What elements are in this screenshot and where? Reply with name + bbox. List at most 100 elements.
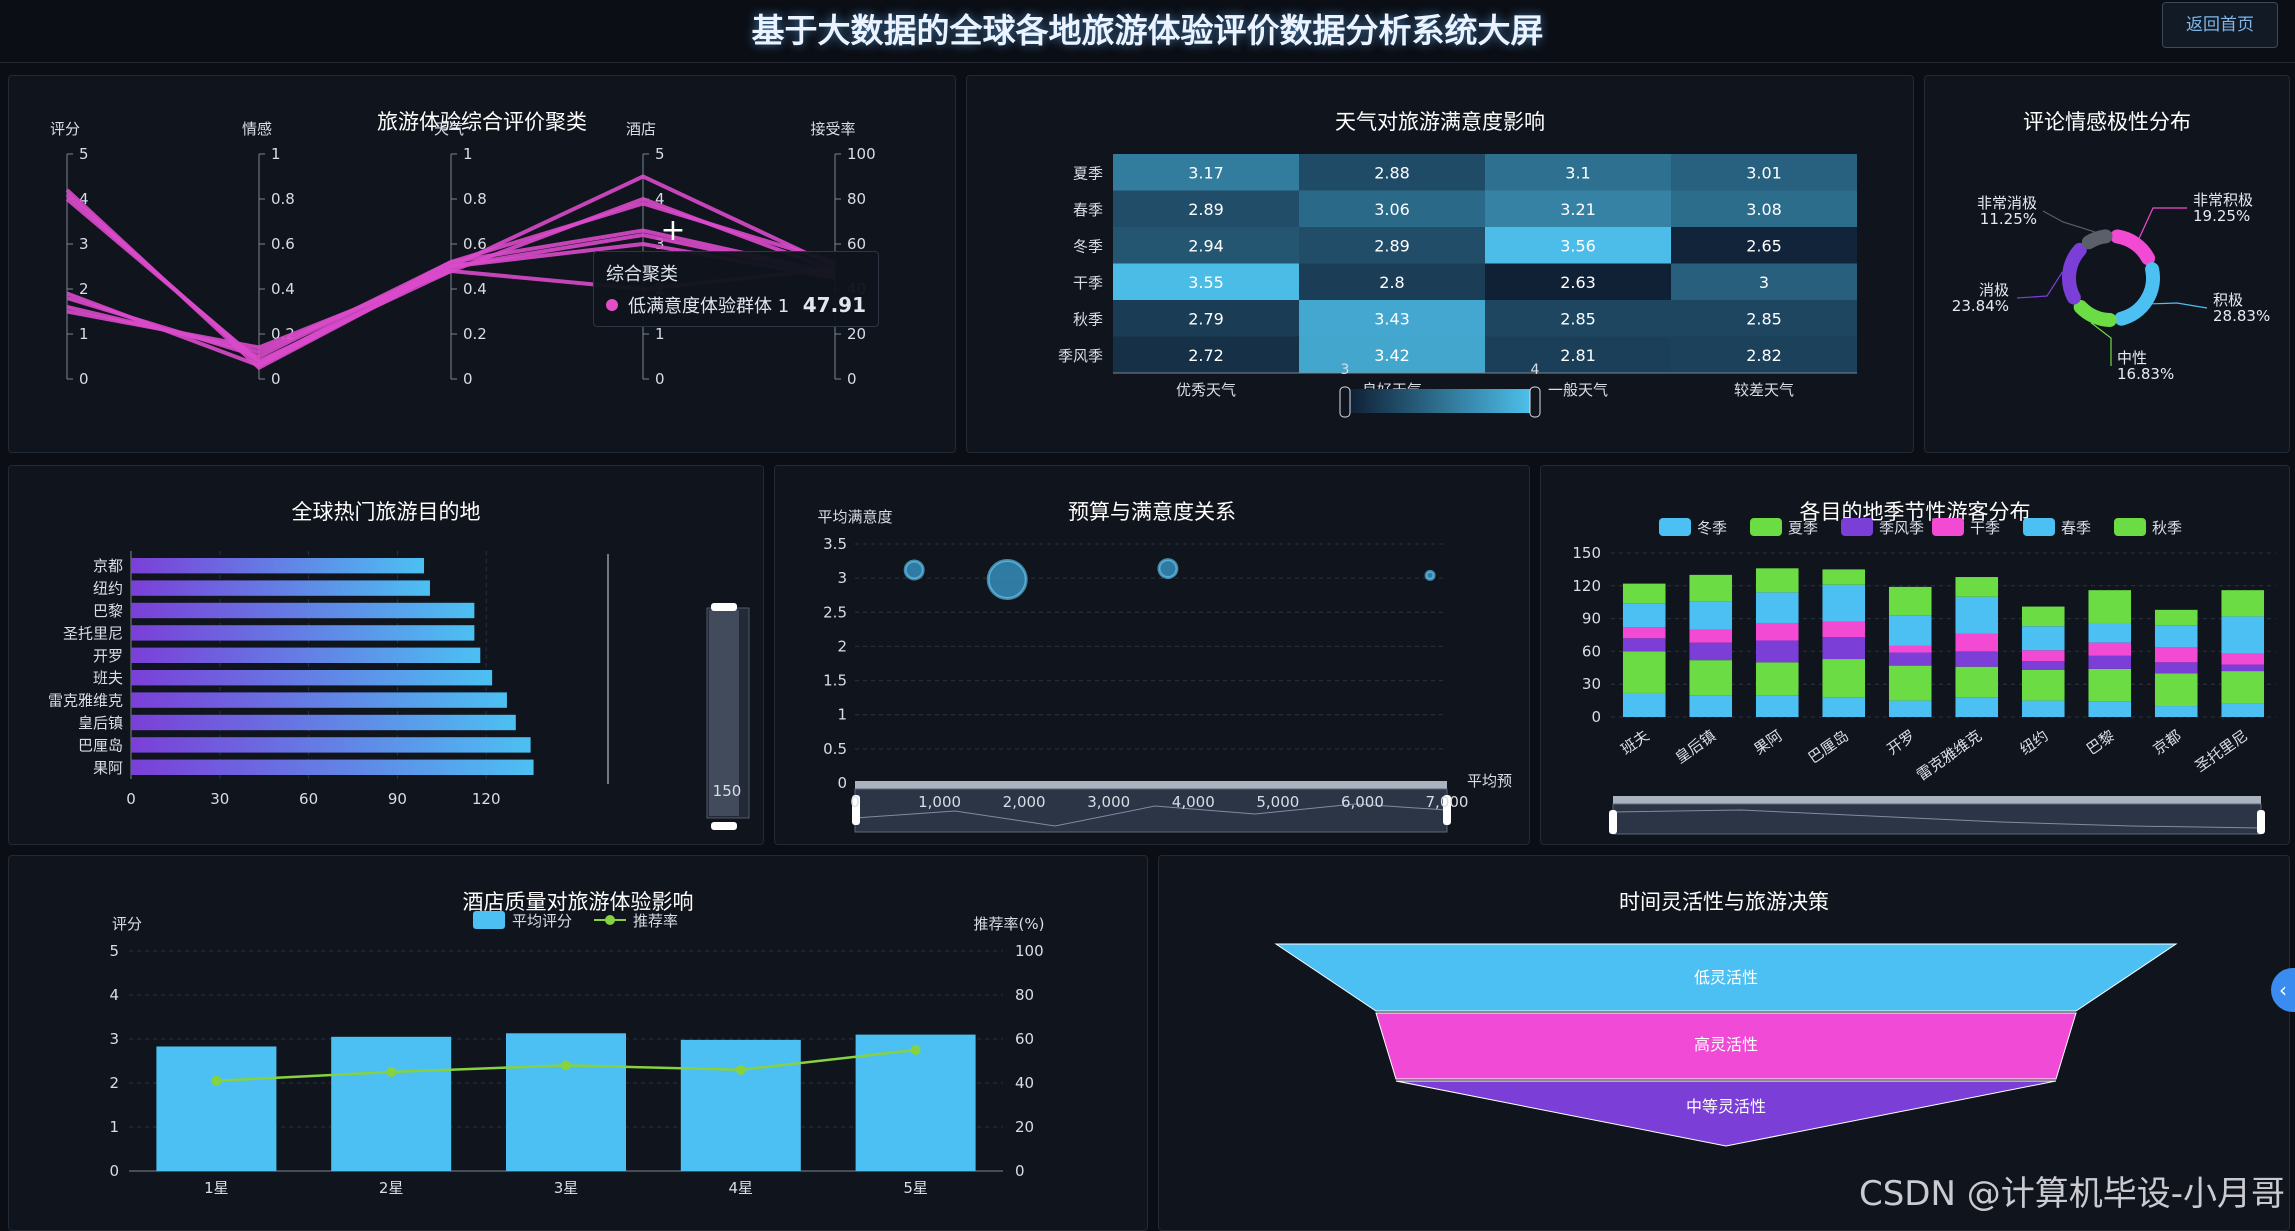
stacked-bar-segment — [1822, 697, 1866, 717]
hotbar-bar — [131, 670, 493, 686]
hotel-y2-tick: 80 — [1015, 986, 1034, 1004]
stacked-x-label: 巴黎 — [2083, 727, 2118, 759]
stacked-bar-segment — [1689, 629, 1733, 643]
stacked-legend-swatch — [1841, 518, 1873, 536]
hotel-line-point — [386, 1067, 397, 1077]
stacked-bar-segment — [2221, 653, 2265, 665]
stacked-y-tick: 120 — [1572, 577, 1601, 595]
hotel-y-tick: 3 — [109, 1030, 119, 1048]
parallel-tick-label: 4 — [655, 190, 665, 208]
funnel-stage-label: 中等灵活性 — [1686, 1097, 1766, 1116]
funnel-stage — [1375, 1012, 2077, 1080]
scatter-x-tick: 4,000 — [1172, 793, 1215, 811]
donut-slice — [2110, 229, 2156, 266]
donut-slice — [2073, 300, 2117, 327]
hotbar-category-label: 皇后镇 — [78, 714, 123, 732]
hotel-y2-tick: 20 — [1015, 1118, 1034, 1136]
stacked-x-label: 果阿 — [1751, 727, 1786, 759]
scatter-datazoom-bar — [855, 781, 1447, 789]
header-bar: 基于大数据的全球各地旅游体验评价数据分析系统大屏 返回首页 — [0, 0, 2295, 63]
donut-slice-name: 积极 — [2213, 291, 2243, 309]
hotbar-bar — [131, 602, 475, 619]
parallel-tick-label: 0 — [79, 370, 89, 388]
hotbar-bar — [131, 759, 534, 775]
heatmap-x-label: 优秀天气 — [1176, 381, 1236, 399]
hotel-quality-panel: 酒店质量对旅游体验影响 平均评分 推荐率 评分 推荐率(%) 0 0 1 20 2 40 3 60 4 8… — [8, 855, 1148, 1231]
visual-map-bar — [1345, 389, 1535, 413]
scatter-point — [1157, 558, 1179, 580]
hotbar-category-label: 巴厘岛 — [78, 736, 123, 754]
stacked-y-tick: 30 — [1582, 675, 1601, 693]
heatmap-y-label: 干季 — [1073, 274, 1103, 292]
stacked-bar-segment — [2088, 655, 2132, 669]
scatter-y-tick: 2 — [837, 637, 847, 655]
heatmap-cell-value: 2.85 — [1560, 309, 1596, 328]
visual-map-min-label: 3 — [1341, 362, 1350, 378]
heatmap-y-label: 秋季 — [1073, 310, 1103, 328]
stacked-bar-segment — [2154, 625, 2198, 648]
hotbar-category-label: 开罗 — [93, 647, 123, 665]
scatter-x-tick: 6,000 — [1341, 793, 1384, 811]
heatmap-cell-value: 3.06 — [1374, 200, 1410, 219]
stacked-bar-segment — [1622, 603, 1666, 628]
donut-slice-percent: 16.83% — [2117, 365, 2174, 383]
heatmap-chart: 夏季 3.17 2.88 3.1 3.01 春季 2.89 3.06 3.21 3.08 冬季 2.9… — [1058, 154, 1857, 418]
hotel-x-label: 1星 — [204, 1179, 229, 1197]
parallel-tick-label: 0.4 — [271, 280, 295, 298]
stacked-bar-segment — [1755, 662, 1799, 696]
scatter-x-tick: 3,000 — [1087, 793, 1130, 811]
donut-slice — [2081, 229, 2113, 250]
scatter-datazoom-handle-left — [852, 795, 860, 825]
stacked-bar-segment — [1822, 621, 1866, 638]
heatmap-cell — [1485, 227, 1671, 264]
hotbar-x-tick: 0 — [126, 790, 136, 808]
hotbar-datazoom-handle-top — [711, 603, 737, 611]
back-home-button[interactable]: 返回首页 — [2162, 2, 2278, 48]
heatmap-cell — [1113, 263, 1299, 300]
stacked-y-tick: 150 — [1572, 544, 1601, 562]
hot-destinations-panel: 全球热门旅游目的地 0 30 60 90 120 京都 纽约 巴黎 圣托里尼 开罗 班夫 雷克雅维克皇… — [8, 465, 764, 845]
stacked-legend-label: 干季 — [1970, 519, 2000, 537]
stacked-bar-segment — [1755, 592, 1799, 623]
stacked-legend-swatch — [1750, 518, 1782, 536]
stacked-datazoom-handle-left — [1609, 810, 1617, 834]
stacked-bar-segment — [1955, 596, 1999, 634]
stacked-legend-label: 冬季 — [1697, 519, 1727, 537]
hotel-y2-tick: 100 — [1015, 942, 1044, 960]
stacked-bar-segment — [2154, 673, 2198, 707]
heatmap-cell-value: 3.01 — [1746, 163, 1782, 182]
funnel-chart-title: 时间灵活性与旅游决策 — [1619, 890, 1829, 914]
stacked-bar-segment — [2154, 662, 2198, 674]
stacked-bar-segment — [1689, 601, 1733, 630]
scatter-y-tick: 3 — [837, 569, 847, 587]
hotbar-slider-label: 150 — [713, 782, 742, 800]
stacked-bar-segment — [1822, 637, 1866, 660]
hotel-chart: 平均评分 推荐率 评分 推荐率(%) 0 0 1 20 2 40 3 60 4 80 5 100 1星 2星 3星 4… — [109, 911, 1044, 1197]
donut-label-line — [2090, 322, 2112, 366]
hotbar-datazoom-handle-bottom — [711, 822, 737, 830]
heatmap-cell-value: 3.17 — [1188, 163, 1224, 182]
parallel-tick-label: 20 — [847, 325, 866, 343]
hotel-line-point — [211, 1075, 222, 1086]
stacked-x-label: 雷克雅维克 — [1913, 727, 1985, 785]
scatter-x-axis-name: 平均预 — [1467, 772, 1512, 790]
hotel-x-label: 5星 — [903, 1179, 928, 1197]
hotel-bar — [156, 1046, 277, 1171]
parallel-tick-label: 0 — [655, 370, 665, 388]
stacked-x-label: 京都 — [2150, 727, 2185, 759]
tooltip-value: 47.91 — [802, 293, 866, 317]
hotel-line-point — [735, 1064, 746, 1075]
heatmap-cell-value: 2.65 — [1746, 236, 1782, 255]
heatmap-cell — [1485, 263, 1671, 300]
hotbar-category-label: 纽约 — [93, 580, 123, 598]
heatmap-cell — [1299, 190, 1485, 227]
scatter-y-tick: 2.5 — [823, 603, 847, 621]
stacked-bar-segment — [2221, 616, 2265, 654]
scatter-datazoom-handle-right — [1443, 795, 1451, 825]
stacked-bar-segment — [1755, 695, 1799, 717]
stacked-x-label: 纽约 — [2017, 727, 2052, 759]
heatmap-cell-value: 2.89 — [1374, 236, 1410, 255]
hotel-y-tick: 0 — [109, 1162, 119, 1180]
heatmap-cell-value: 3.08 — [1746, 200, 1782, 219]
